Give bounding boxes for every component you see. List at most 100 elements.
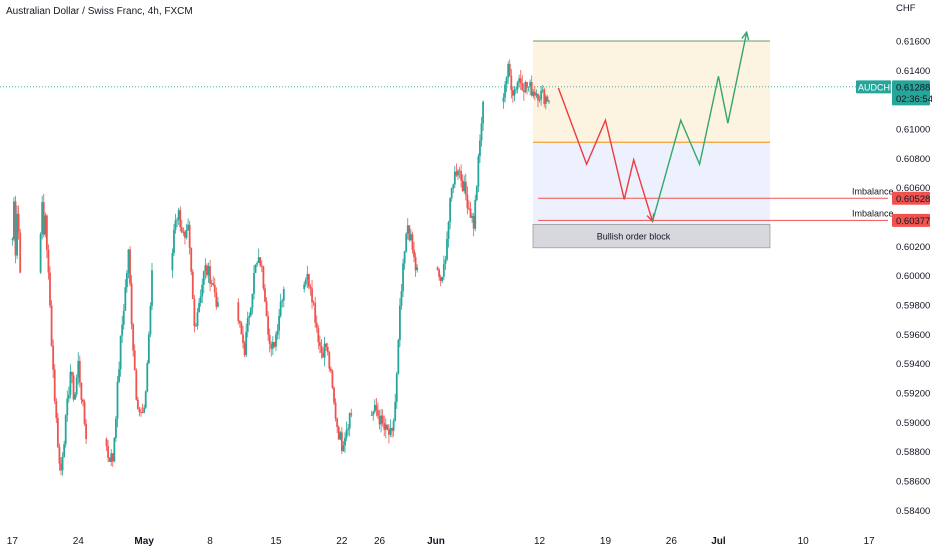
zones-layer: Bullish order block Imbalance Imbalance — [0, 40, 894, 249]
candle-body — [242, 334, 244, 343]
time-tick-label: Jul — [711, 536, 726, 547]
candle-body — [71, 371, 73, 376]
candle-body — [187, 224, 189, 231]
candle-body — [246, 317, 249, 332]
candle-body — [507, 64, 510, 78]
candle-body — [408, 225, 411, 241]
candle-body — [191, 271, 194, 300]
candle-body — [55, 400, 58, 419]
price-tick-label: 0.60800 — [896, 154, 930, 165]
candle-body — [411, 234, 414, 250]
candle-body — [177, 210, 180, 220]
candle-body — [188, 224, 191, 248]
candle-body — [397, 339, 400, 374]
candle-body — [147, 334, 150, 364]
candle-body — [119, 335, 122, 370]
price-tick-label: 0.61600 — [896, 37, 930, 48]
candle-body — [118, 369, 120, 382]
candle-body — [259, 257, 262, 266]
imbalance-label: Imbalance — [852, 186, 894, 196]
candle-body — [439, 277, 442, 282]
candle-body — [245, 331, 248, 356]
candle-body — [58, 446, 61, 464]
candle-body — [149, 306, 152, 335]
candle-body — [530, 82, 533, 96]
time-tick-label: 15 — [270, 536, 282, 547]
candle-body — [116, 381, 119, 419]
candle-body — [52, 345, 55, 370]
candle-body — [479, 140, 481, 157]
candle-body — [78, 360, 81, 383]
time-tick-label: 24 — [73, 536, 85, 547]
candle-body — [395, 373, 398, 402]
imbalance-price-tag — [892, 191, 930, 205]
time-tick-label: 22 — [336, 536, 348, 547]
candle-body — [207, 266, 210, 276]
candle-body — [504, 84, 506, 98]
candle-body — [449, 198, 452, 222]
candle-body — [394, 401, 397, 421]
candle-body — [265, 301, 268, 317]
time-tick-label: 17 — [7, 536, 19, 547]
projection-layer — [557, 30, 750, 223]
chart-title: Australian Dollar / Swiss Franc, 4h, FXC… — [6, 6, 193, 17]
imbalance-label: Imbalance — [852, 208, 894, 218]
candle-body — [105, 439, 108, 446]
candle-body — [240, 323, 243, 335]
candle-body — [386, 424, 389, 430]
candle-body — [271, 342, 274, 349]
candle-body — [460, 171, 463, 181]
candle-body — [370, 415, 373, 416]
candle-body — [377, 410, 379, 416]
candle-body — [122, 310, 125, 325]
candle-body — [209, 266, 211, 284]
candle-body — [438, 269, 441, 278]
time-axis[interactable]: 17 24 May 8 15 22 26 Jun 12 19 26 Jul 10 17 — [7, 536, 875, 547]
candle-body — [463, 181, 466, 192]
candle-body — [328, 352, 331, 369]
candle-body — [129, 249, 131, 284]
currency-label: CHF — [896, 3, 916, 14]
candle-body — [513, 89, 516, 96]
price-tick-label: 0.61000 — [896, 125, 930, 136]
candle-body — [257, 257, 260, 263]
candle-body — [453, 171, 456, 185]
candle-body — [146, 363, 149, 392]
candle-body — [436, 267, 439, 270]
candle-body — [388, 429, 390, 435]
imbalance-price-value: 0.60528 — [896, 194, 930, 205]
candle-body — [42, 202, 45, 235]
candle-body — [339, 432, 342, 440]
candle-body — [381, 415, 384, 424]
candle-body — [468, 208, 470, 210]
candle-body — [19, 232, 22, 273]
candle-body — [464, 181, 467, 195]
candle-body — [60, 463, 62, 471]
candle-body — [217, 302, 219, 307]
imbalance-price-value: 0.60377 — [896, 216, 930, 227]
candle-body — [184, 231, 186, 238]
candle-body — [309, 286, 312, 289]
candle-body — [198, 302, 200, 313]
candle-body — [458, 170, 461, 172]
candle-body — [179, 210, 182, 228]
candle-body — [535, 93, 538, 96]
time-tick-label: 26 — [374, 536, 386, 547]
candle-body — [315, 322, 318, 328]
candle-body — [140, 412, 142, 413]
candle-body — [325, 343, 328, 347]
price-axis[interactable]: 0.616000.614000.612000.610000.608000.606… — [892, 37, 930, 517]
imbalance-price-tag — [892, 213, 930, 227]
candle-body — [248, 315, 251, 318]
bearish-projection — [557, 87, 654, 222]
candle-body — [262, 266, 265, 289]
time-tick-label: 19 — [600, 536, 612, 547]
candle-body — [144, 391, 147, 408]
candle-body — [264, 288, 266, 302]
time-tick-label: 12 — [534, 536, 546, 547]
time-tick-label: 26 — [666, 536, 678, 547]
price-tick-label: 0.59000 — [896, 418, 930, 429]
candle-body — [16, 213, 18, 256]
